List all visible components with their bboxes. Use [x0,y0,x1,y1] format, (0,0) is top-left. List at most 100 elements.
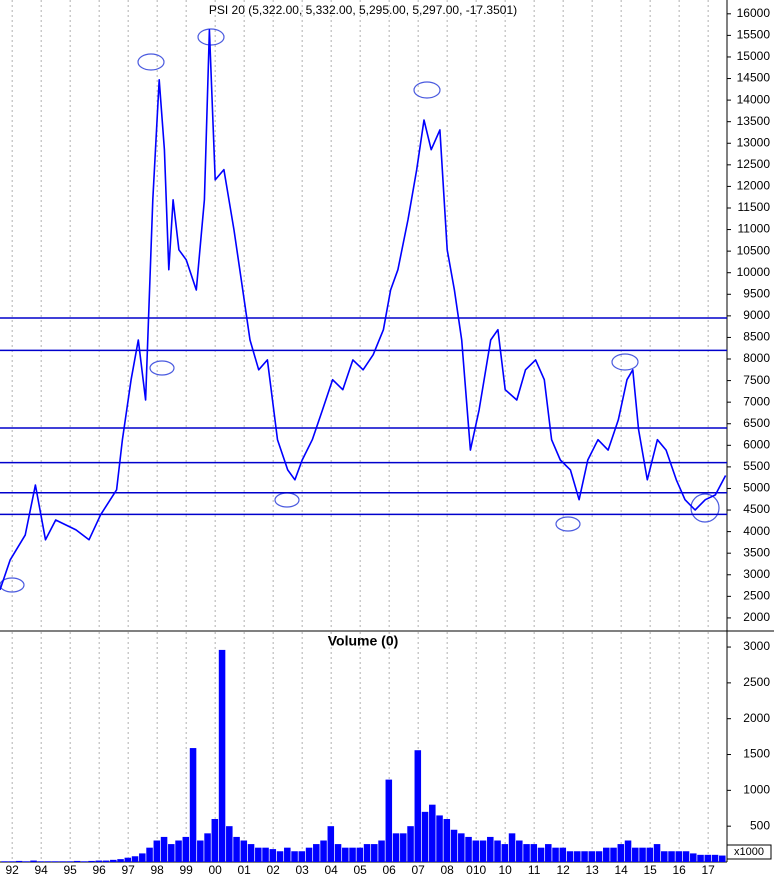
x-tick-label: 08 [440,863,454,877]
volume-bar [465,836,472,862]
bear-icon [137,53,165,71]
bull-icon [0,577,25,593]
volume-bar [371,844,378,862]
volume-bar [117,859,124,862]
volume-bar [110,859,117,862]
volume-bar [508,833,516,862]
y-tick-label: 7500 [743,373,770,387]
x-tick-label: 96 [92,863,106,877]
y-tick-label: 10500 [737,243,771,257]
volume-bar [102,860,110,862]
volume-bar [479,840,487,862]
volume-bar [168,844,175,862]
y-tick-label: 500 [750,818,770,832]
y-tick-label: 15000 [737,49,771,63]
volume-bar [284,847,291,862]
volume-bar [1,861,8,862]
x-tick-label: 03 [295,863,309,877]
bull-icon [690,493,720,523]
volume-bar [363,844,371,862]
y-tick-label: 13500 [737,114,771,128]
y-tick-label: 3000 [743,639,770,653]
price-line [0,29,727,591]
y-tick-label: 1500 [743,747,770,761]
volume-bar [719,855,726,862]
y-tick-label: 6000 [743,437,770,451]
volume-bar [131,856,139,862]
volume-bar [516,840,523,862]
volume-bar [501,844,509,862]
volume-title: Volume (0) [328,633,399,649]
y-tick-label: 3500 [743,545,770,559]
y-tick-label: 3000 [743,567,770,581]
volume-bar [378,840,385,862]
y-tick-label: 12500 [737,157,771,171]
y-tick-label: 5000 [743,481,770,495]
volume-bar [690,853,697,862]
volume-bar [247,844,255,862]
x-tick-label: 92 [5,863,19,877]
y-tick-label: 15500 [737,28,771,42]
volume-bar [153,840,161,862]
volume-bar [487,836,494,862]
volume-bar [646,847,654,862]
volume-bar [8,861,16,862]
volume-bar [697,854,704,862]
x-tick-label: 00 [208,863,222,877]
volume-bar [574,851,581,862]
x-tick-label: 01 [237,863,251,877]
volume-bar [233,836,240,862]
volume-bar [581,851,588,862]
volume-bar [139,853,146,862]
volume-bar [298,851,306,862]
y-tick-label: 8500 [743,330,770,344]
volume-bar [320,840,327,862]
volume-bar [414,750,422,862]
volume-bar [385,779,393,862]
volume-bar [668,851,675,862]
volume-bar [523,844,530,862]
y-tick-label: 1000 [743,783,770,797]
y-tick-label: 7000 [743,394,770,408]
volume-bar [23,861,30,862]
volume-bar [218,649,226,862]
volume-bar [269,849,277,862]
volume-bar [44,861,52,862]
x-tick-label: 10 [498,863,512,877]
volume-bar [30,860,37,862]
y-tick-label: 9500 [743,286,770,300]
x-tick-label: 16 [672,863,686,877]
volume-bar [81,861,88,862]
x-tick-label: 010 [466,863,486,877]
volume-bar [356,847,364,862]
volume-bar [349,847,356,862]
x-tick-label: 14 [614,863,628,877]
volume-bar [566,851,574,862]
volume-bar [95,860,103,862]
bear-icon [611,353,639,371]
y-tick-label: 4500 [743,502,770,516]
volume-bar [392,833,400,862]
y-tick-label: 4000 [743,524,770,538]
volume-bar [436,815,443,862]
x-tick-label: 17 [701,863,715,877]
y-tick-label: 2000 [743,711,770,725]
volume-bar [661,851,668,862]
volume-bar [313,844,320,862]
x-tick-label: 05 [353,863,367,877]
volume-bar [494,840,501,862]
y-tick-label: 8000 [743,351,770,365]
bear-icon [413,81,441,99]
volume-bar [189,748,197,862]
y-tick-label: 2000 [743,610,770,624]
volume-bar [458,833,465,862]
bull-icon [149,360,175,376]
x-tick-label: 15 [643,863,657,877]
unit-box [726,844,772,860]
volume-bar [124,857,132,862]
icons [0,28,720,593]
volume-bar [588,851,596,862]
volume-bar [182,836,190,862]
